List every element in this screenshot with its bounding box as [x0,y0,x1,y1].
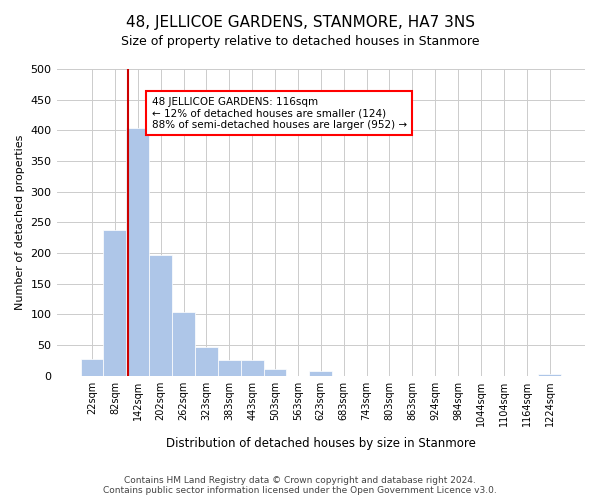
Bar [80,359,103,376]
Bar [127,128,149,376]
Bar [149,256,172,376]
Bar [218,360,241,376]
Text: Size of property relative to detached houses in Stanmore: Size of property relative to detached ho… [121,35,479,48]
Bar [172,312,195,376]
Bar [241,360,263,376]
Text: 48, JELLICOE GARDENS, STANMORE, HA7 3NS: 48, JELLICOE GARDENS, STANMORE, HA7 3NS [125,15,475,30]
Y-axis label: Number of detached properties: Number of detached properties [15,134,25,310]
Bar [263,370,286,376]
Bar [195,346,218,376]
Text: 48 JELLICOE GARDENS: 116sqm
← 12% of detached houses are smaller (124)
88% of se: 48 JELLICOE GARDENS: 116sqm ← 12% of det… [152,96,407,130]
Bar [310,370,332,376]
X-axis label: Distribution of detached houses by size in Stanmore: Distribution of detached houses by size … [166,437,476,450]
Bar [103,230,127,376]
Bar [538,374,561,376]
Text: Contains HM Land Registry data © Crown copyright and database right 2024.
Contai: Contains HM Land Registry data © Crown c… [103,476,497,495]
